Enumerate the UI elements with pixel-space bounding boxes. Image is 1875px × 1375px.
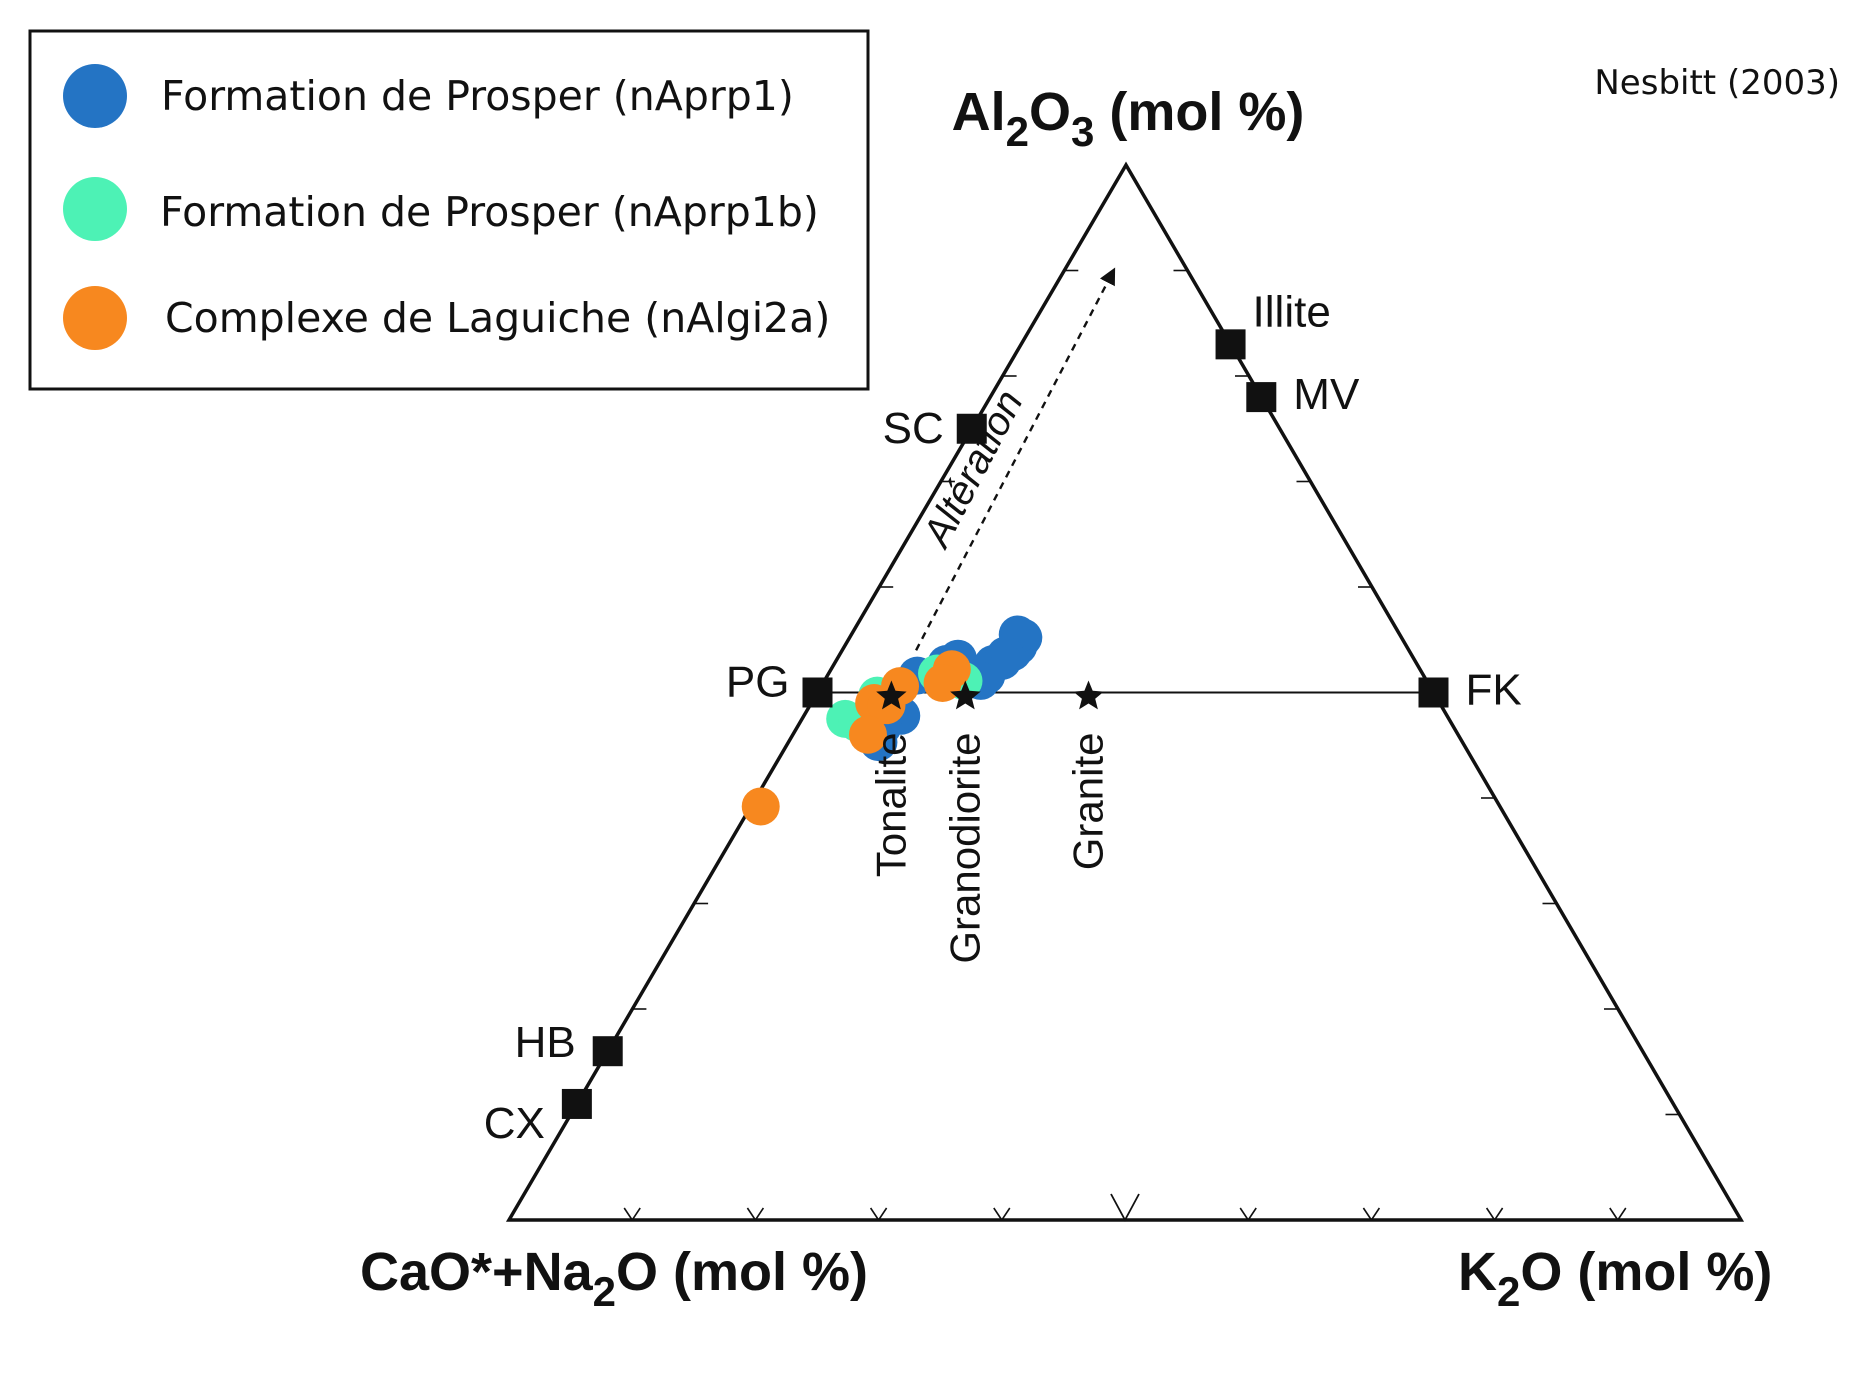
endmember-fk-marker — [1418, 677, 1449, 708]
rock-granodiorite-label: Granodiorite — [941, 733, 988, 964]
tick-bottom — [1609, 1207, 1627, 1222]
legend-marker-nAlgi2a — [63, 286, 127, 350]
tick-bottom — [623, 1207, 641, 1222]
endmember-pg-marker — [802, 677, 833, 708]
rock-tonalite-label: Tonalite — [867, 732, 914, 877]
endmember-cx-marker — [561, 1088, 592, 1119]
axis-label-right: K2O (mol %) — [1458, 1242, 1772, 1315]
legend: Formation de Prosper (nAprp1) Formation … — [28, 29, 870, 391]
endmember-sc-marker — [956, 413, 987, 444]
tick-bottom — [869, 1207, 888, 1222]
legend-frame — [28, 29, 870, 391]
rock-granite-label: Granite — [1065, 733, 1112, 871]
endmember-mv-marker — [1246, 382, 1277, 413]
alteration-trend-line — [915, 267, 1116, 651]
endmember-fk-label: FK — [1466, 666, 1522, 715]
legend-marker-nAprp1 — [63, 64, 127, 128]
rock-granodiorite-star — [950, 680, 981, 710]
legend-label-nAprp1: Formation de Prosper (nAprp1) — [161, 72, 794, 120]
tick-bottom — [746, 1207, 765, 1222]
endmember-hb-marker — [592, 1036, 623, 1067]
axis-label-left: CaO*+Na2O (mol %) — [360, 1242, 868, 1315]
point-series-2 — [741, 787, 780, 826]
tick-bottom — [993, 1207, 1011, 1222]
rock-tonalite-star — [876, 680, 907, 710]
tick-bottom — [1362, 1207, 1381, 1222]
tick-bottom — [1239, 1207, 1257, 1222]
tick-bottom — [1485, 1207, 1504, 1222]
rock-markers: Tonalite Granodiorite Granite — [867, 680, 1112, 964]
tick-bottom-mid — [1110, 1193, 1140, 1222]
endmember-illite-label: Illite — [1253, 287, 1331, 336]
endmember-mv-label: MV — [1293, 370, 1360, 419]
endmember-illite-marker — [1215, 329, 1246, 360]
point-series-2 — [848, 715, 887, 754]
alteration-arrow: Altération — [914, 267, 1116, 651]
legend-label-nAprp1b: Formation de Prosper (nAprp1b) — [160, 188, 819, 236]
axis-label-top: Al2O3 (mol %) — [952, 82, 1305, 155]
endmember-pg-label: PG — [726, 658, 790, 707]
data-points — [741, 615, 1043, 826]
rock-granite-star — [1073, 680, 1104, 710]
endmember-hb-label: HB — [515, 1018, 576, 1067]
endmember-markers: SC PG HB CX Illite MV FK — [484, 287, 1522, 1148]
endmember-cx-label: CX — [484, 1099, 545, 1148]
axis-ticks — [570, 269, 1680, 1222]
legend-marker-nAprp1b — [63, 177, 127, 241]
endmember-sc-label: SC — [883, 404, 944, 453]
legend-label-nAlgi2a: Complexe de Laguiche (nAlgi2a) — [165, 294, 830, 342]
citation: Nesbitt (2003) — [1594, 63, 1840, 103]
